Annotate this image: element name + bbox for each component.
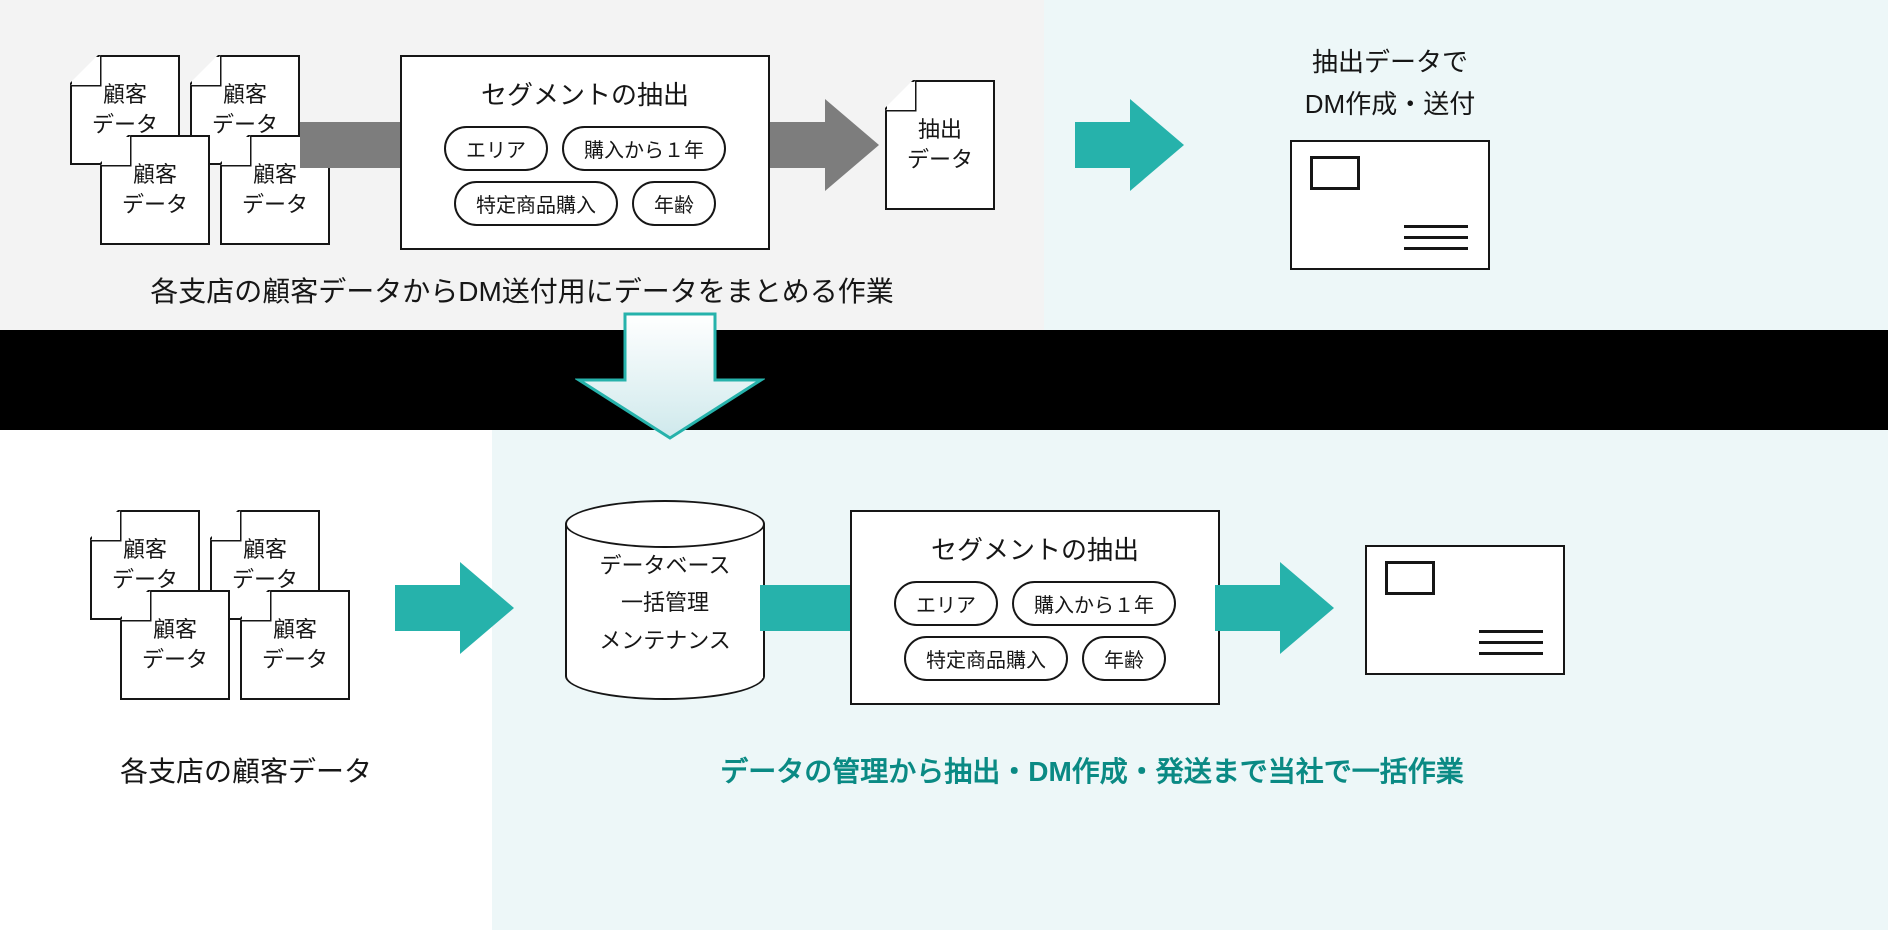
segment-box-bottom: セグメントの抽出 エリア 購入から１年 特定商品購入 年齢 bbox=[850, 510, 1220, 705]
database-icon: データベース 一括管理 メンテナンス bbox=[565, 500, 765, 700]
segment-title: セグメントの抽出 bbox=[430, 75, 740, 112]
doc-label: 顧客 データ bbox=[212, 80, 278, 139]
doc-label: 顧客 データ bbox=[92, 80, 158, 139]
arrow-teal-3-body bbox=[1215, 585, 1285, 631]
arrow-teal-3-head bbox=[1280, 562, 1334, 654]
arrow-teal-1-body bbox=[395, 585, 465, 631]
envelope-lines-icon bbox=[1479, 622, 1543, 655]
tag: 年齢 bbox=[632, 181, 716, 226]
panel-mid-black bbox=[0, 330, 1888, 430]
doc-label: 顧客 データ bbox=[122, 160, 188, 219]
extract-doc: 抽出 データ bbox=[885, 80, 995, 210]
doc-label: 顧客 データ bbox=[112, 535, 178, 594]
tag: 特定商品購入 bbox=[454, 181, 618, 226]
arrow-teal-top-body bbox=[1075, 122, 1133, 168]
down-arrow-icon bbox=[575, 312, 765, 442]
tag: 購入から１年 bbox=[1012, 581, 1176, 626]
segment-title: セグメントの抽出 bbox=[880, 530, 1190, 567]
arrow-gray-2-body bbox=[770, 122, 830, 168]
tag: エリア bbox=[894, 581, 998, 626]
doc-label: 顧客 データ bbox=[232, 535, 298, 594]
arrow-gray-2-head bbox=[825, 99, 879, 191]
envelope-bottom bbox=[1365, 545, 1565, 675]
tag: 購入から１年 bbox=[562, 126, 726, 171]
envelope-stamp-icon bbox=[1385, 561, 1435, 595]
caption-bottom-right: データの管理から抽出・DM作成・発送まで当社で一括作業 bbox=[492, 750, 1692, 790]
extract-label: 抽出 データ bbox=[907, 115, 973, 174]
arrow-teal-2-body bbox=[760, 585, 855, 631]
caption-top-left: 各支店の顧客データからDM送付用にデータをまとめる作業 bbox=[0, 270, 1044, 310]
tag: エリア bbox=[444, 126, 548, 171]
envelope-top bbox=[1290, 140, 1490, 270]
envelope-stamp-icon bbox=[1310, 156, 1360, 190]
doc-label: 顧客 データ bbox=[242, 160, 308, 219]
caption-bottom-left: 各支店の顧客データ bbox=[0, 750, 492, 790]
doc-stack-top: 顧客 データ 顧客 データ 顧客 データ 顧客 データ bbox=[70, 55, 330, 235]
doc-stack-bottom: 顧客 データ 顧客 データ 顧客 データ 顧客 データ bbox=[90, 510, 350, 690]
doc-label: 顧客 データ bbox=[142, 615, 208, 674]
arrow-teal-1-head bbox=[460, 562, 514, 654]
tag: 年齢 bbox=[1082, 636, 1166, 681]
caption-top-right: 抽出データで DM作成・送付 bbox=[1220, 42, 1560, 125]
tag: 特定商品購入 bbox=[904, 636, 1068, 681]
segment-box-top: セグメントの抽出 エリア 購入から１年 特定商品購入 年齢 bbox=[400, 55, 770, 250]
doc-label: 顧客 データ bbox=[262, 615, 328, 674]
arrow-gray-1 bbox=[300, 122, 410, 168]
database-label: データベース 一括管理 メンテナンス bbox=[599, 547, 731, 659]
arrow-teal-top-head bbox=[1130, 99, 1184, 191]
envelope-lines-icon bbox=[1404, 217, 1468, 250]
